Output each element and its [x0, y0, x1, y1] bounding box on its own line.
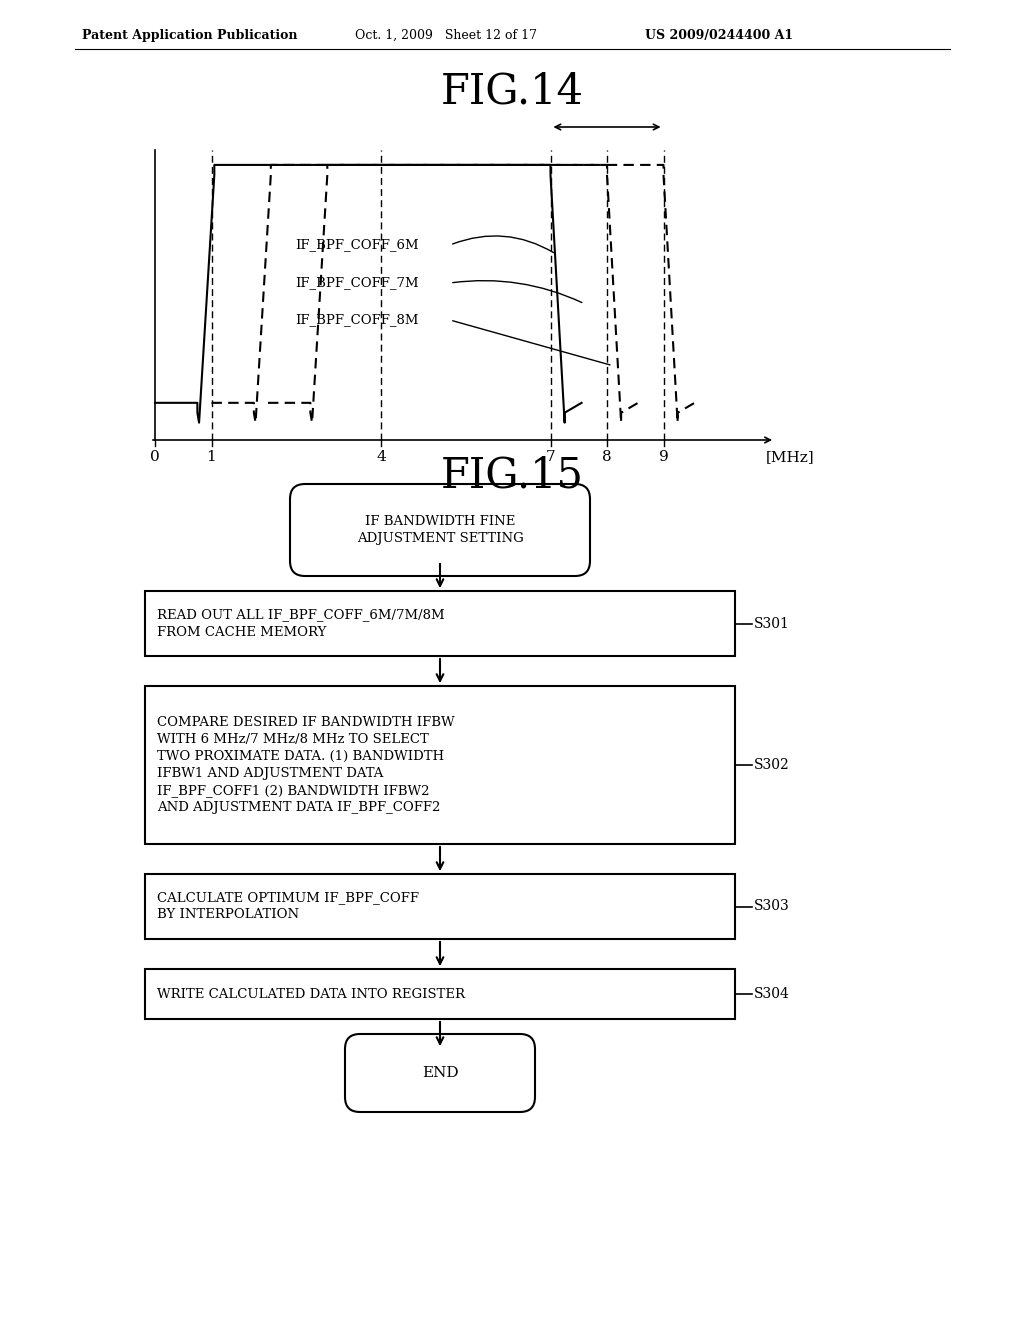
Text: 9: 9 — [658, 450, 669, 465]
Text: Patent Application Publication: Patent Application Publication — [82, 29, 298, 41]
Text: S303: S303 — [754, 899, 790, 913]
FancyBboxPatch shape — [345, 1034, 535, 1111]
Text: Oct. 1, 2009   Sheet 12 of 17: Oct. 1, 2009 Sheet 12 of 17 — [355, 29, 537, 41]
Text: IF_BPF_COFF_8M: IF_BPF_COFF_8M — [295, 314, 419, 326]
Text: US 2009/0244400 A1: US 2009/0244400 A1 — [645, 29, 794, 41]
Text: S302: S302 — [754, 758, 790, 772]
Text: FIG.15: FIG.15 — [440, 454, 584, 496]
Text: 0: 0 — [151, 450, 160, 465]
Text: IF BANDWIDTH FINE
ADJUSTMENT SETTING: IF BANDWIDTH FINE ADJUSTMENT SETTING — [356, 515, 523, 545]
Text: 7: 7 — [546, 450, 555, 465]
Text: WRITE CALCULATED DATA INTO REGISTER: WRITE CALCULATED DATA INTO REGISTER — [157, 987, 465, 1001]
Text: 4: 4 — [376, 450, 386, 465]
Bar — [145, 591, 735, 656]
Text: 8: 8 — [602, 450, 611, 465]
Text: IF_BPF_COFF_7M: IF_BPF_COFF_7M — [295, 276, 419, 289]
Bar — [145, 874, 735, 939]
Bar — [145, 969, 735, 1019]
Text: COMPARE DESIRED IF BANDWIDTH IFBW
WITH 6 MHz/7 MHz/8 MHz TO SELECT
TWO PROXIMATE: COMPARE DESIRED IF BANDWIDTH IFBW WITH 6… — [157, 715, 455, 814]
Text: FIG.14: FIG.14 — [440, 71, 584, 114]
Text: 1: 1 — [207, 450, 216, 465]
Text: CALCULATE OPTIMUM IF_BPF_COFF
BY INTERPOLATION: CALCULATE OPTIMUM IF_BPF_COFF BY INTERPO… — [157, 891, 419, 921]
Text: END: END — [422, 1067, 459, 1080]
Bar — [145, 686, 735, 843]
Text: S304: S304 — [754, 987, 790, 1001]
FancyBboxPatch shape — [290, 484, 590, 576]
Text: IF_BPF_COFF_6M: IF_BPF_COFF_6M — [295, 239, 419, 252]
Text: READ OUT ALL IF_BPF_COFF_6M/7M/8M
FROM CACHE MEMORY: READ OUT ALL IF_BPF_COFF_6M/7M/8M FROM C… — [157, 609, 444, 639]
Text: [MHz]: [MHz] — [766, 450, 814, 465]
Text: S301: S301 — [754, 616, 790, 631]
